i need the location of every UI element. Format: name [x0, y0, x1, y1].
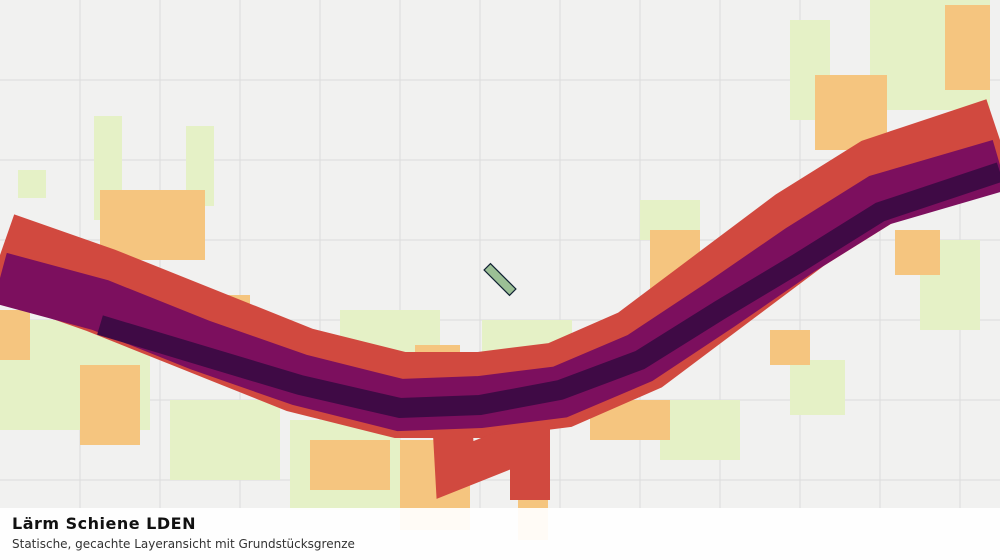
- noise-patch: [895, 230, 940, 275]
- noise-patch: [0, 310, 30, 360]
- noise-patch: [80, 365, 140, 445]
- layer-subtitle: Statische, gecachte Layeransicht mit Gru…: [12, 537, 355, 551]
- noise-patch: [945, 5, 990, 90]
- noise-patch: [100, 190, 205, 260]
- noise-patch: [310, 440, 390, 490]
- noise-patch: [770, 330, 810, 365]
- noise-patch: [660, 400, 740, 460]
- noise-patch: [18, 170, 46, 198]
- noise-patch: [790, 360, 845, 415]
- layer-title: Lärm Schiene LDEN: [12, 514, 196, 533]
- info-panel: Lärm Schiene LDEN Statische, gecachte La…: [0, 508, 1000, 560]
- noise-patch: [170, 400, 280, 480]
- noise-zone-extreme: [97, 162, 1000, 419]
- parcel-boundary[interactable]: [483, 262, 517, 297]
